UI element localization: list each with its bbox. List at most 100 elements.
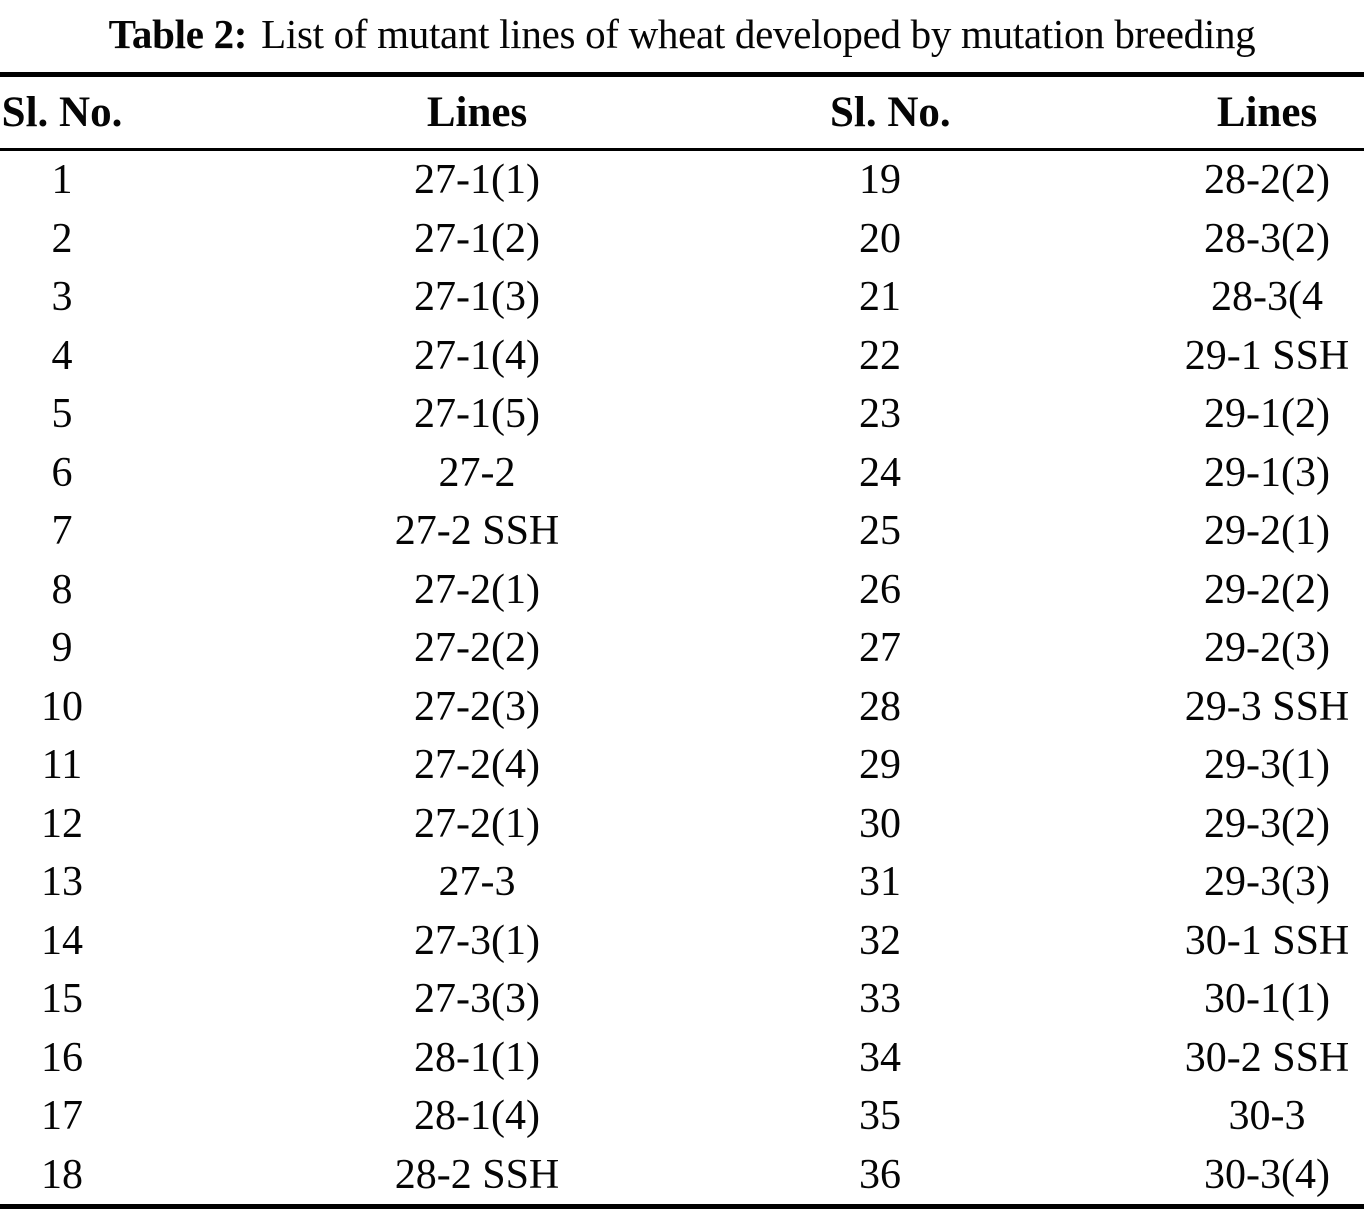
line-right-cell: 30-2 SSH xyxy=(1184,1034,1350,1081)
column-header-lines-left: Lines xyxy=(426,89,528,136)
table-row: 6 27-2 24 29-1(3) xyxy=(0,444,1364,503)
table-row: 11 27-2(4) 29 29-3(1) xyxy=(0,736,1364,795)
sl-no-right-cell: 22 xyxy=(859,332,901,379)
line-left-cell: 28-1(4) xyxy=(414,1093,540,1140)
line-right-cell: 29-3(2) xyxy=(1204,800,1330,847)
line-left-cell: 27-3(3) xyxy=(414,976,540,1023)
line-right-cell: 28-3(4 xyxy=(1211,274,1323,321)
line-right-cell: 30-1(1) xyxy=(1204,976,1330,1023)
table-row: 12 27-2(1) 30 29-3(2) xyxy=(0,795,1364,854)
line-right-cell: 28-2(2) xyxy=(1204,157,1330,204)
paper-table-page: Table 2: List of mutant lines of wheat de… xyxy=(0,6,1364,1209)
line-right-cell: 29-3(3) xyxy=(1204,859,1330,906)
table-row: 17 28-1(4) 35 30-3 xyxy=(0,1087,1364,1146)
sl-no-right-cell: 33 xyxy=(859,976,901,1023)
line-left-cell: 27-1(4) xyxy=(414,332,540,379)
table-row: 13 27-3 31 29-3(3) xyxy=(0,853,1364,912)
line-left-cell: 27-1(1) xyxy=(414,157,540,204)
line-right-cell: 29-3 SSH xyxy=(1184,683,1350,730)
sl-no-left-cell: 11 xyxy=(41,742,83,789)
sl-no-left-cell: 9 xyxy=(51,625,73,672)
table-row: 10 27-2(3) 28 29-3 SSH xyxy=(0,678,1364,737)
sl-no-left-cell: 3 xyxy=(51,274,73,321)
table-row: 15 27-3(3) 33 30-1(1) xyxy=(0,970,1364,1029)
sl-no-right-cell: 31 xyxy=(859,859,901,906)
line-right-cell: 29-1(2) xyxy=(1204,391,1330,438)
table-row: 14 27-3(1) 32 30-1 SSH xyxy=(0,912,1364,971)
sl-no-left-cell: 10 xyxy=(41,683,83,730)
sl-no-right-cell: 36 xyxy=(859,1151,901,1198)
sl-no-right-cell: 35 xyxy=(859,1093,901,1140)
sl-no-left-cell: 13 xyxy=(41,859,83,906)
sl-no-left-cell: 12 xyxy=(41,800,83,847)
sl-no-right-cell: 30 xyxy=(859,800,901,847)
sl-no-left-cell: 17 xyxy=(41,1093,83,1140)
sl-no-right-cell: 26 xyxy=(859,566,901,613)
line-right-cell: 30-3 xyxy=(1228,1093,1306,1140)
table-row: 1 27-1(1) 19 28-2(2) xyxy=(0,151,1364,210)
column-header-lines-right: Lines xyxy=(1216,89,1318,136)
sl-no-right-cell: 32 xyxy=(859,917,901,964)
sl-no-left-cell: 6 xyxy=(51,449,73,496)
line-left-cell: 27-2(1) xyxy=(414,800,540,847)
line-left-cell: 27-3 xyxy=(438,859,516,906)
sl-no-right-cell: 25 xyxy=(859,508,901,555)
sl-no-right-cell: 21 xyxy=(859,274,901,321)
line-left-cell: 28-2 SSH xyxy=(394,1151,560,1198)
sl-no-right-cell: 34 xyxy=(859,1034,901,1081)
table-row: 4 27-1(4) 22 29-1 SSH xyxy=(0,327,1364,386)
line-right-cell: 30-3(4) xyxy=(1204,1151,1330,1198)
line-left-cell: 27-2(3) xyxy=(414,683,540,730)
sl-no-right-cell: 19 xyxy=(859,157,901,204)
line-right-cell: 29-2(1) xyxy=(1204,508,1330,555)
line-left-cell: 27-2 SSH xyxy=(394,508,560,555)
table-row: 18 28-2 SSH 36 30-3(4) xyxy=(0,1146,1364,1205)
line-right-cell: 29-3(1) xyxy=(1204,742,1330,789)
table-caption-text: List of mutant lines of wheat developed … xyxy=(261,11,1256,57)
sl-no-right-cell: 20 xyxy=(859,215,901,262)
table-row: 8 27-2(1) 26 29-2(2) xyxy=(0,561,1364,620)
sl-no-left-cell: 8 xyxy=(51,566,73,613)
sl-no-right-cell: 23 xyxy=(859,391,901,438)
column-header-sl-no-left: Sl. No. xyxy=(1,89,123,136)
line-left-cell: 27-1(3) xyxy=(414,274,540,321)
table-row: 3 27-1(3) 21 28-3(4 xyxy=(0,268,1364,327)
line-right-cell: 29-2(3) xyxy=(1204,625,1330,672)
sl-no-right-cell: 28 xyxy=(859,683,901,730)
sl-no-right-cell: 24 xyxy=(859,449,901,496)
line-left-cell: 28-1(1) xyxy=(414,1034,540,1081)
sl-no-left-cell: 2 xyxy=(51,215,73,262)
sl-no-right-cell: 27 xyxy=(859,625,901,672)
table-row: 7 27-2 SSH 25 29-2(1) xyxy=(0,502,1364,561)
line-left-cell: 27-2(2) xyxy=(414,625,540,672)
line-left-cell: 27-1(5) xyxy=(414,391,540,438)
table-caption: Table 2: List of mutant lines of wheat de… xyxy=(0,6,1364,62)
table-header-row: Sl. No. Lines Sl. No. Lines xyxy=(0,77,1364,151)
line-left-cell: 27-3(1) xyxy=(414,917,540,964)
sl-no-left-cell: 16 xyxy=(41,1034,83,1081)
sl-no-left-cell: 5 xyxy=(51,391,73,438)
sl-no-left-cell: 1 xyxy=(51,157,73,204)
table-body: 1 27-1(1) 19 28-2(2) 2 27-1(2) 20 28-3(2) 3 27-1(… xyxy=(0,151,1364,1204)
line-left-cell: 27-2(1) xyxy=(414,566,540,613)
sl-no-left-cell: 7 xyxy=(51,508,73,555)
sl-no-right-cell: 29 xyxy=(859,742,901,789)
line-right-cell: 29-2(2) xyxy=(1204,566,1330,613)
line-left-cell: 27-2 xyxy=(438,449,516,496)
line-right-cell: 28-3(2) xyxy=(1204,215,1330,262)
sl-no-left-cell: 18 xyxy=(41,1151,83,1198)
sl-no-left-cell: 15 xyxy=(41,976,83,1023)
line-left-cell: 27-1(2) xyxy=(414,215,540,262)
line-right-cell: 30-1 SSH xyxy=(1184,917,1350,964)
table-caption-label: Table 2: xyxy=(108,11,248,57)
table-row: 5 27-1(5) 23 29-1(2) xyxy=(0,385,1364,444)
sl-no-left-cell: 4 xyxy=(51,332,73,379)
sl-no-left-cell: 14 xyxy=(41,917,83,964)
line-left-cell: 27-2(4) xyxy=(414,742,540,789)
line-right-cell: 29-1 SSH xyxy=(1184,332,1350,379)
mutant-lines-table: Sl. No. Lines Sl. No. Lines 1 27-1(1) 19 28… xyxy=(0,72,1364,1209)
column-header-sl-no-right: Sl. No. xyxy=(830,89,951,136)
line-right-cell: 29-1(3) xyxy=(1204,449,1330,496)
table-row: 2 27-1(2) 20 28-3(2) xyxy=(0,210,1364,269)
table-row: 9 27-2(2) 27 29-2(3) xyxy=(0,619,1364,678)
